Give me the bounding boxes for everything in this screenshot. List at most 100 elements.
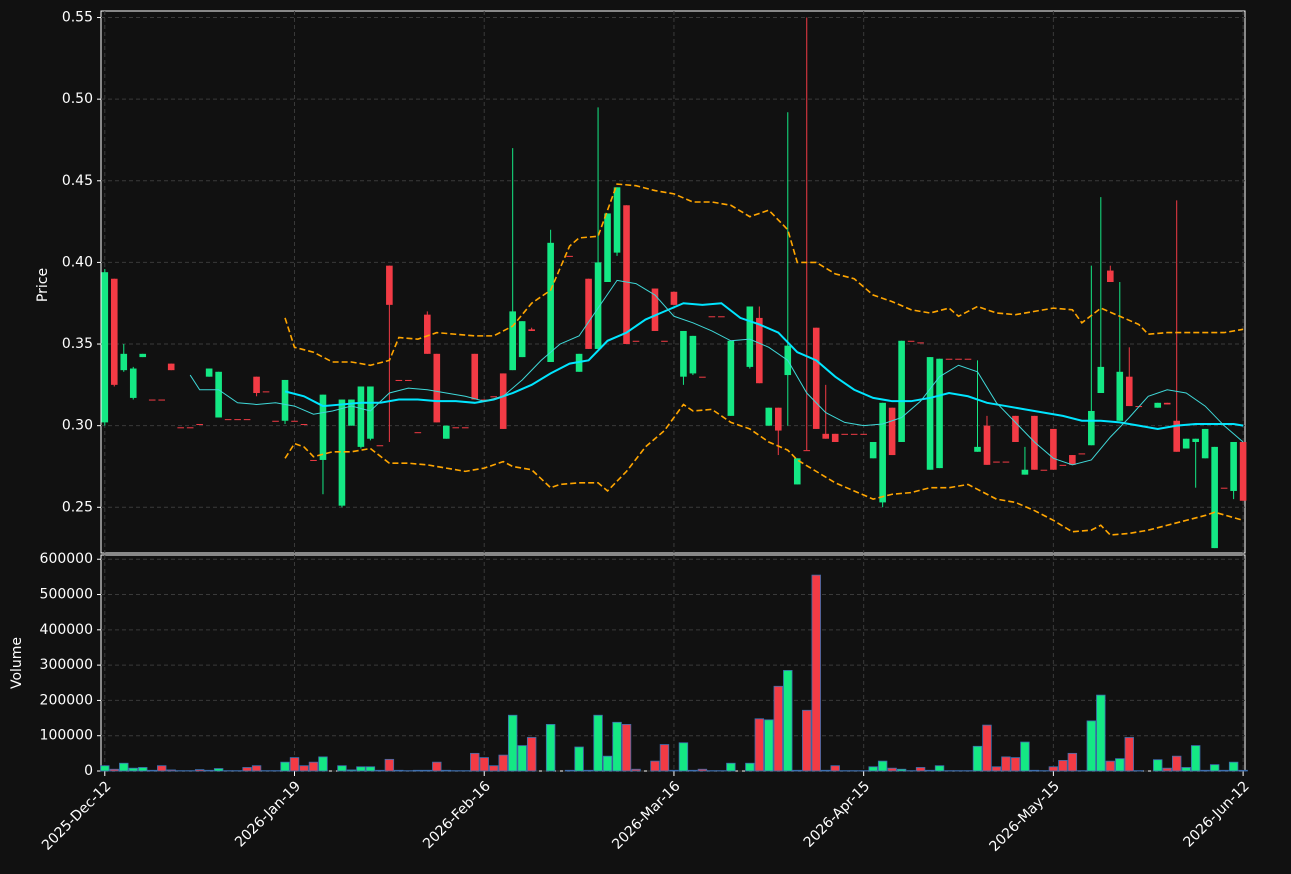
- y-tick-label: 0: [84, 763, 93, 779]
- candle-body: [917, 342, 924, 344]
- candle-body: [386, 265, 393, 305]
- y-tick-label: 0.45: [62, 173, 93, 189]
- candle-body: [1173, 420, 1181, 452]
- volume-bar: [1228, 761, 1239, 772]
- volume-bar: [896, 768, 907, 772]
- candle-body: [869, 441, 877, 459]
- volume-bar: [413, 769, 423, 772]
- volume-bar: [1190, 745, 1201, 772]
- candle-body: [110, 278, 118, 385]
- candle-body: [850, 433, 858, 435]
- volume-bar: [745, 762, 755, 772]
- candle-body: [699, 376, 706, 378]
- candle-body: [224, 419, 232, 421]
- candle-body: [253, 376, 260, 394]
- candle-body: [727, 340, 735, 416]
- volume-bar: [1067, 752, 1078, 772]
- volume-bar: [1058, 760, 1068, 772]
- candle-body: [186, 427, 194, 429]
- volume-bar: [526, 737, 537, 772]
- volume-bar: [479, 757, 489, 772]
- volume-bar: [1029, 769, 1040, 772]
- volume-bar: [925, 769, 935, 772]
- candle-body: [613, 187, 621, 253]
- indicator-line: [284, 302, 1244, 430]
- volume-bar: [564, 769, 575, 772]
- volume-axis-label: Volume: [9, 637, 25, 689]
- volume-bar: [489, 765, 499, 772]
- candle-body: [689, 335, 697, 374]
- candle-body: [348, 399, 355, 426]
- candle-body: [1059, 464, 1067, 466]
- volume-bar: [441, 769, 451, 772]
- candle-body: [1163, 402, 1171, 405]
- candle-body: [129, 368, 137, 398]
- candle-body: [623, 205, 630, 345]
- volume-bar: [365, 766, 376, 772]
- candle-body: [139, 353, 147, 358]
- candle-body: [860, 433, 867, 435]
- volume-bar: [242, 767, 252, 772]
- volume-bar: [394, 769, 404, 772]
- volume-bar: [308, 761, 319, 772]
- candle-body: [945, 358, 953, 360]
- candle-body: [120, 353, 128, 371]
- candle-body: [528, 329, 535, 331]
- volume-bar: [318, 756, 328, 772]
- volume-bar: [1219, 769, 1229, 772]
- candle-body: [974, 446, 981, 452]
- candle-body: [774, 407, 782, 431]
- volume-bar: [678, 742, 689, 772]
- volume-bar: [887, 767, 897, 772]
- candle-body: [1050, 428, 1057, 470]
- indicator-line: [189, 279, 1244, 466]
- volume-bar: [1020, 741, 1030, 772]
- volume-bar: [754, 718, 765, 772]
- volume-bar: [764, 719, 774, 772]
- volume-panel: [100, 554, 1246, 772]
- candle-body: [1078, 453, 1086, 455]
- volume-bar: [659, 744, 670, 772]
- volume-bar: [204, 769, 214, 772]
- volume-bar: [1181, 767, 1191, 772]
- volume-bar: [147, 769, 157, 772]
- volume-bar: [621, 724, 632, 772]
- volume-bar: [688, 769, 698, 772]
- candle-body: [281, 379, 289, 421]
- candle-body: [480, 399, 488, 401]
- candle-body: [831, 433, 839, 442]
- candle-body: [746, 306, 754, 367]
- volume-bar: [194, 769, 205, 772]
- volume-bar: [1162, 767, 1172, 772]
- indicator-line: [284, 183, 1244, 367]
- x-tick-label: 2026-Jan-19: [232, 778, 304, 850]
- candle-body: [879, 402, 886, 503]
- volume-bar: [498, 754, 508, 772]
- candle-body: [319, 394, 327, 460]
- candle-body: [907, 340, 915, 342]
- candle-body: [670, 291, 678, 305]
- candle-body: [1021, 469, 1029, 475]
- candle-body: [547, 242, 554, 362]
- candle-body: [1097, 366, 1105, 394]
- volume-bar: [602, 755, 613, 772]
- candle-body: [196, 424, 203, 426]
- volume-bar: [470, 752, 480, 772]
- candle-body: [651, 288, 659, 331]
- candle-body: [1116, 371, 1124, 421]
- y-tick-label: 0.50: [62, 91, 93, 107]
- candle-body: [338, 399, 346, 506]
- volume-bar: [934, 765, 945, 772]
- candle-body: [101, 272, 109, 423]
- candle-body: [300, 424, 308, 426]
- volume-bar: [109, 768, 119, 772]
- candle-body: [585, 278, 592, 349]
- candle-body: [518, 321, 526, 358]
- candle-body: [1002, 461, 1010, 463]
- volume-bar: [432, 761, 442, 772]
- x-tick-label: 2026-Feb-16: [420, 778, 494, 852]
- candle-body: [964, 358, 972, 360]
- candle-body: [661, 340, 668, 342]
- candle-body: [452, 427, 460, 429]
- candle-body: [680, 330, 687, 377]
